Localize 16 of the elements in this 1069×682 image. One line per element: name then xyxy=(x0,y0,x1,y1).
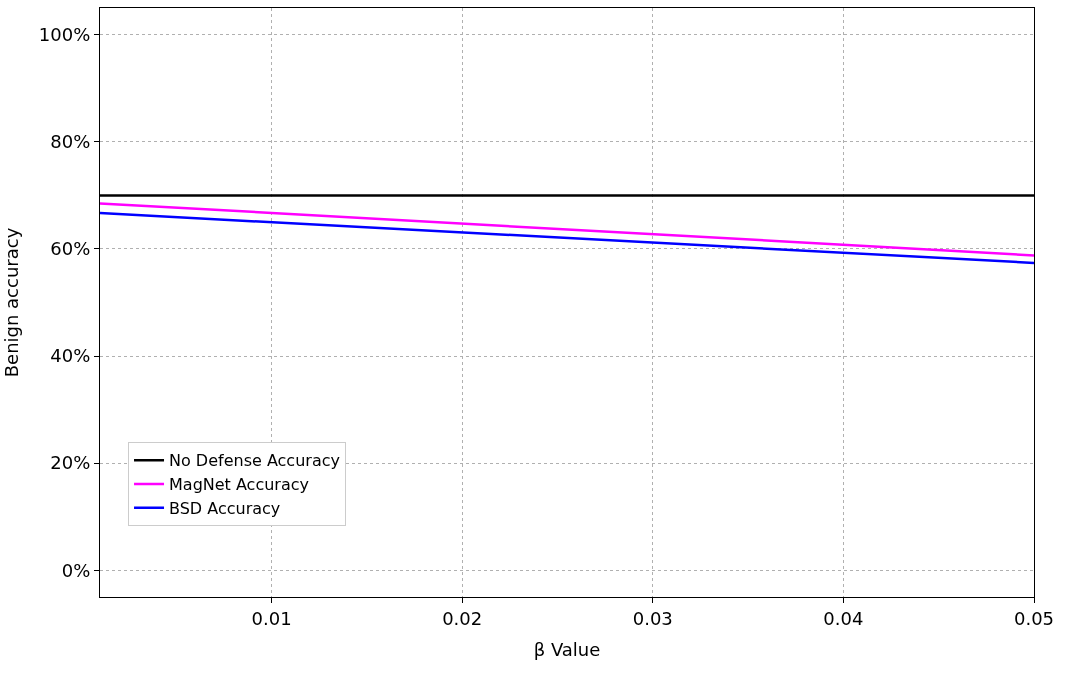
legend-label: No Defense Accuracy xyxy=(169,451,340,471)
y-tick-label: 60% xyxy=(50,238,91,260)
x-tick-label: 0.05 xyxy=(1013,607,1055,629)
y-tick-label: 80% xyxy=(50,131,91,153)
legend-label: BSD Accuracy xyxy=(169,499,281,519)
y-tick-label: 0% xyxy=(61,559,91,581)
y-axis-title: Benign accuracy xyxy=(1,227,23,378)
x-tick-label: 0.03 xyxy=(632,607,673,629)
x-tick-label: 0.04 xyxy=(823,607,864,629)
y-tick-label: 20% xyxy=(50,452,91,474)
y-tick-label: 100% xyxy=(38,24,91,46)
legend-label: MagNet Accuracy xyxy=(169,475,309,495)
x-tick-label: 0.02 xyxy=(442,607,483,629)
x-axis-title: β Value xyxy=(533,638,601,660)
y-tick-label: 40% xyxy=(50,345,91,367)
x-tick-label: 0.01 xyxy=(251,607,292,629)
